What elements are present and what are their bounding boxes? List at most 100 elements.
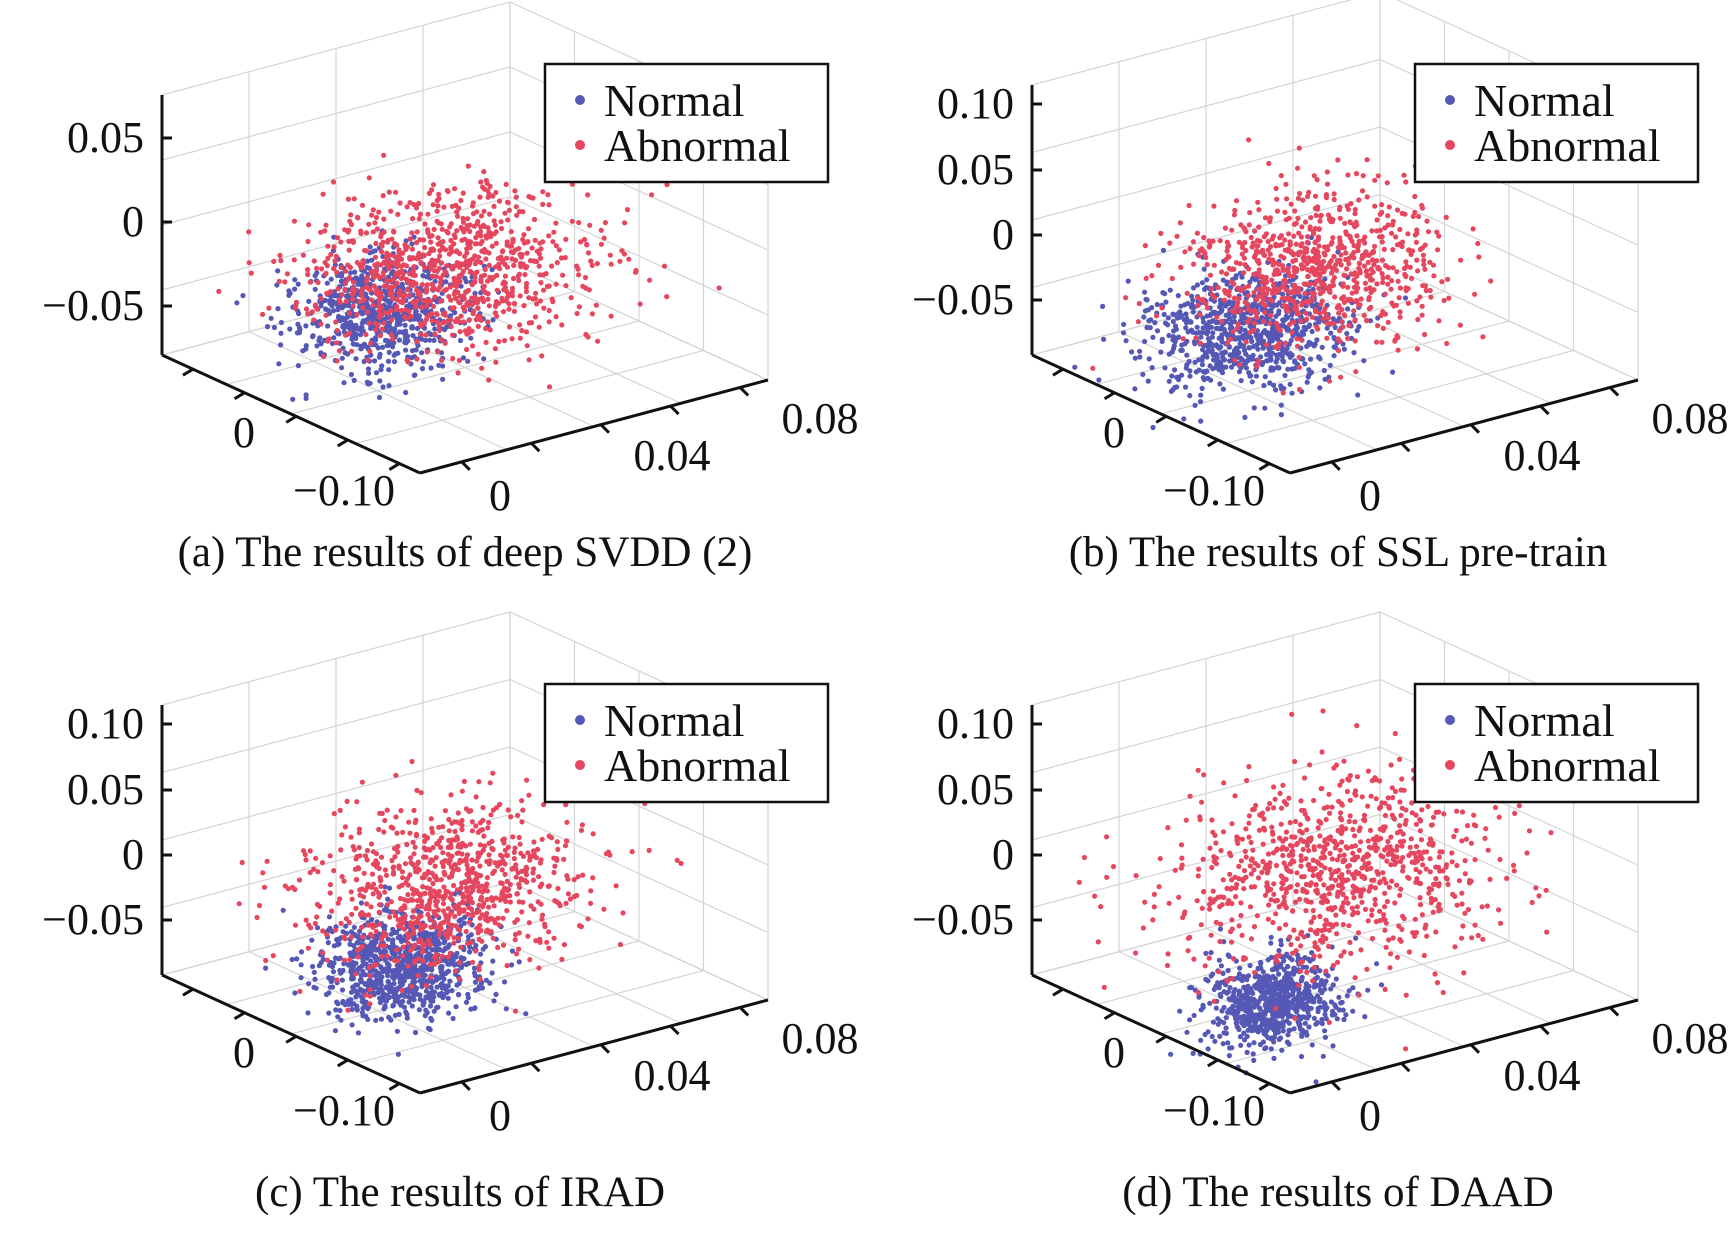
scatter-point-normal — [1251, 405, 1257, 411]
scatter-point-abnormal — [451, 305, 457, 311]
scatter-point-normal — [278, 319, 284, 326]
scatter-point-abnormal — [449, 922, 455, 928]
scatter-point-abnormal — [472, 294, 478, 300]
scatter-point-abnormal — [420, 298, 426, 304]
scatter-point-normal — [417, 978, 423, 984]
scatter-point-abnormal — [375, 261, 381, 267]
scatter-point-normal — [472, 290, 478, 296]
scatter-point-abnormal — [384, 239, 391, 245]
scatter-point-abnormal — [649, 192, 655, 198]
scatter-point-abnormal — [473, 823, 479, 829]
scatter-point-abnormal — [487, 780, 493, 786]
scatter-point-abnormal — [351, 196, 357, 202]
scatter-point-abnormal — [1368, 304, 1374, 310]
scatter-point-abnormal — [1446, 295, 1452, 301]
scatter-point-abnormal — [1197, 312, 1203, 318]
scatter-point-abnormal — [1488, 278, 1494, 284]
scatter-point-abnormal — [502, 284, 508, 291]
scatter-point-abnormal — [311, 258, 317, 264]
scatter-point-abnormal — [1351, 308, 1357, 314]
scatter-point-normal — [389, 270, 395, 276]
scatter-point-abnormal — [452, 828, 458, 835]
scatter-point-abnormal — [507, 899, 513, 905]
scatter-point-normal — [509, 962, 515, 968]
scatter-point-normal — [443, 279, 449, 285]
scatter-point-abnormal — [1312, 272, 1318, 278]
scatter-point-abnormal — [428, 239, 434, 245]
scatter-point-abnormal — [366, 965, 372, 971]
x-tick-label: 0 — [233, 408, 255, 457]
scatter-point-abnormal — [486, 904, 492, 910]
scatter-point-abnormal — [431, 960, 438, 966]
scatter-point-abnormal — [576, 220, 582, 226]
z-tick-label: 0.05 — [937, 145, 1014, 194]
scatter-point-abnormal — [374, 226, 380, 232]
scatter-point-abnormal — [339, 292, 345, 298]
scatter-point-abnormal — [1241, 270, 1247, 276]
scatter-point-abnormal — [608, 261, 614, 267]
scatter-point-abnormal — [1397, 314, 1403, 320]
scatter-point-normal — [415, 908, 421, 914]
scatter-point-abnormal — [390, 825, 396, 831]
scatter-point-abnormal — [524, 250, 530, 256]
scatter-point-abnormal — [480, 184, 486, 190]
scatter-point-abnormal — [1282, 278, 1288, 284]
scatter-point-abnormal — [494, 287, 500, 293]
scatter-point-normal — [415, 342, 421, 348]
scatter-point-abnormal — [438, 279, 444, 286]
scatter-point-abnormal — [513, 204, 519, 210]
scatter-point-abnormal — [384, 278, 390, 284]
scatter-point-normal — [1201, 266, 1207, 272]
scatter-point-normal — [1280, 357, 1286, 363]
legend-box — [543, 62, 830, 184]
scatter-point-abnormal — [563, 900, 569, 906]
scatter-point-abnormal — [490, 770, 496, 776]
scatter-point-abnormal — [429, 825, 435, 831]
scatter-point-abnormal — [1360, 173, 1366, 179]
scatter-point-abnormal — [505, 844, 511, 850]
scatter-point-abnormal — [1294, 343, 1301, 349]
scatter-point-normal — [1172, 367, 1178, 373]
z-tick-label: 0.05 — [67, 113, 144, 162]
scatter-point-abnormal — [293, 302, 299, 308]
scatter-point-abnormal — [1317, 310, 1323, 316]
scatter-point-normal — [411, 996, 417, 1003]
scatter-point-abnormal — [491, 203, 497, 209]
scatter-point-abnormal — [1291, 273, 1297, 279]
scatter-point-abnormal — [318, 295, 324, 302]
scatter-point-normal — [349, 1022, 355, 1028]
scatter-point-abnormal — [1279, 242, 1285, 248]
scatter-point-abnormal — [1384, 180, 1390, 186]
scatter-point-abnormal — [477, 314, 483, 320]
scatter-point-abnormal — [484, 875, 490, 881]
scatter-point-normal — [1188, 319, 1194, 325]
scatter-point-abnormal — [481, 833, 487, 839]
scatter-point-abnormal — [678, 860, 684, 866]
scatter-point-abnormal — [1240, 285, 1247, 292]
scatter-point-normal — [419, 366, 426, 372]
scatter-point-abnormal — [409, 758, 415, 765]
scatter-point-abnormal — [1405, 300, 1411, 306]
scatter-point-normal — [292, 286, 298, 292]
scatter-point-abnormal — [594, 261, 600, 267]
scatter-point-abnormal — [532, 237, 538, 243]
scatter-point-abnormal — [1381, 246, 1387, 252]
scatter-point-abnormal — [362, 853, 369, 859]
scatter-point-normal — [419, 350, 425, 356]
scatter-point-abnormal — [1255, 257, 1261, 264]
scatter-point-abnormal — [546, 384, 553, 390]
scatter-point-normal — [1199, 280, 1205, 286]
scatter-point-normal — [1132, 355, 1138, 361]
scatter-point-normal — [340, 967, 346, 973]
scatter-point-abnormal — [501, 840, 507, 846]
scatter-point-normal — [377, 995, 383, 1001]
scatter-point-abnormal — [473, 948, 479, 954]
scatter-point-normal — [1152, 320, 1158, 326]
scatter-point-normal — [373, 337, 379, 343]
scatter-point-normal — [424, 274, 430, 280]
scatter-point-normal — [403, 238, 409, 244]
scatter-point-normal — [1317, 356, 1323, 362]
scatter-point-abnormal — [246, 260, 252, 266]
scatter-point-abnormal — [474, 300, 480, 306]
scatter-point-abnormal — [1353, 298, 1359, 304]
